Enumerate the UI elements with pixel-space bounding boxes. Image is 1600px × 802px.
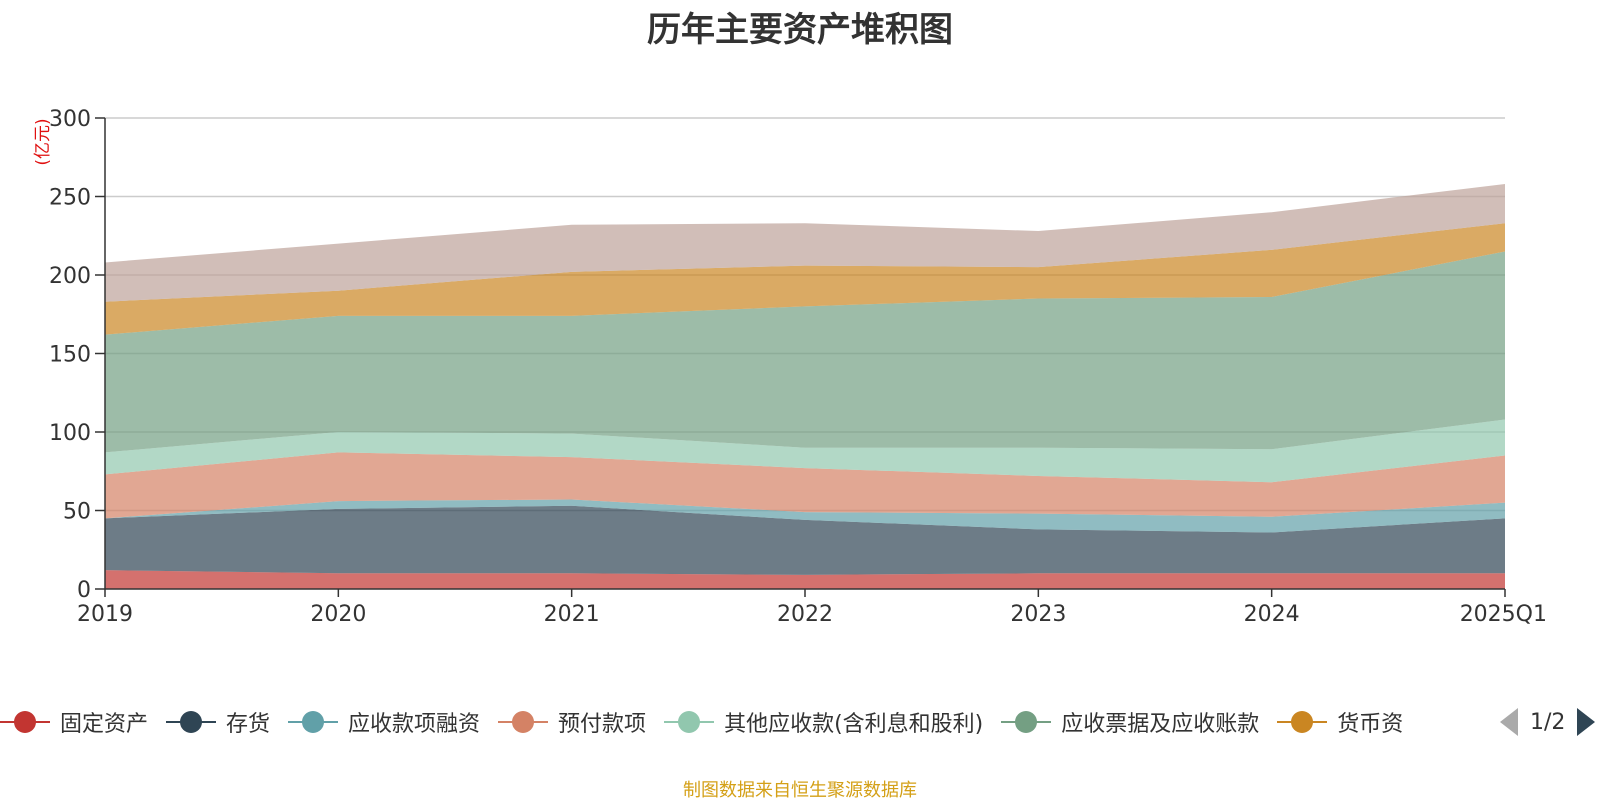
chart-title: 历年主要资产堆积图 (647, 10, 953, 50)
legend-marker-icon (498, 710, 549, 734)
area-series[interactable] (105, 570, 1505, 589)
y-tick-label: 200 (49, 264, 91, 289)
legend-label: 固定资产 (60, 712, 149, 737)
x-tick-label: 2021 (544, 602, 600, 627)
x-tick-label: 2019 (77, 602, 133, 627)
legend: 固定资产 存货 应收款项融资 预付款项 其他应收款(含利息和股利) 应收票据及应收账款 货币… (0, 704, 1460, 740)
legend-item[interactable]: 其他应收款(含利息和股利) (664, 704, 983, 740)
y-tick-label: 250 (49, 186, 91, 211)
legend-label: 预付款项 (558, 712, 647, 737)
legend-label: 应收款项融资 (348, 712, 481, 737)
legend-pager: 1/2 (1500, 706, 1596, 738)
legend-item[interactable]: 应收票据及应收账款 (1001, 704, 1259, 740)
legend-item[interactable]: 固定资产 (0, 704, 148, 740)
legend-marker-icon (166, 710, 217, 734)
legend-prev-page-button[interactable] (1500, 708, 1518, 736)
area-series[interactable] (105, 183, 1505, 302)
legend-label: 存货 (226, 712, 271, 737)
area-series[interactable] (105, 223, 1505, 335)
legend-item[interactable]: 预付款项 (498, 704, 646, 740)
legend-label: 货币资 (1337, 712, 1404, 737)
y-tick-label: 50 (63, 500, 91, 525)
legend-marker-icon (1001, 710, 1052, 734)
legend-item[interactable]: 存货 (166, 704, 270, 740)
y-tick-label: 0 (77, 578, 91, 603)
legend-item[interactable]: 货币资 (1277, 704, 1403, 740)
axes: 0 50 100 150 200 250 300 2019 2020 2021 2022 2023 20… (49, 107, 1547, 627)
area-series[interactable] (105, 251, 1505, 453)
y-tick-label: 300 (49, 107, 91, 132)
x-tick-label: 2025Q1 (1460, 602, 1547, 627)
area-series[interactable] (105, 505, 1505, 575)
x-tick-label: 2024 (1244, 602, 1300, 627)
x-tick-label: 2023 (1010, 602, 1066, 627)
data-source-note: 制图数据来自恒生聚源数据库 (683, 780, 917, 801)
x-tick-label: 2022 (777, 602, 833, 627)
area-series[interactable] (105, 419, 1505, 483)
area-series-group (105, 183, 1505, 589)
y-axis-unit-label: (亿元) (33, 118, 53, 165)
area-series[interactable] (105, 499, 1505, 533)
legend-marker-icon (1277, 710, 1328, 734)
legend-label: 应收票据及应收账款 (1061, 712, 1260, 737)
stacked-area-chart: 0 50 100 150 200 250 300 2019 2020 2021 2022 2023 20… (33, 107, 1547, 627)
legend-next-page-button[interactable] (1577, 708, 1596, 736)
legend-item[interactable]: 应收款项融资 (288, 704, 480, 740)
legend-marker-icon (0, 710, 50, 734)
legend-page-indicator: 1/2 (1530, 709, 1566, 735)
legend-marker-icon (288, 710, 339, 734)
area-series[interactable] (105, 452, 1505, 519)
y-tick-label: 150 (49, 343, 91, 368)
legend-label: 其他应收款(含利息和股利) (724, 712, 984, 737)
legend-marker-icon (664, 710, 715, 734)
y-tick-label: 100 (49, 421, 91, 446)
x-tick-label: 2020 (310, 602, 366, 627)
